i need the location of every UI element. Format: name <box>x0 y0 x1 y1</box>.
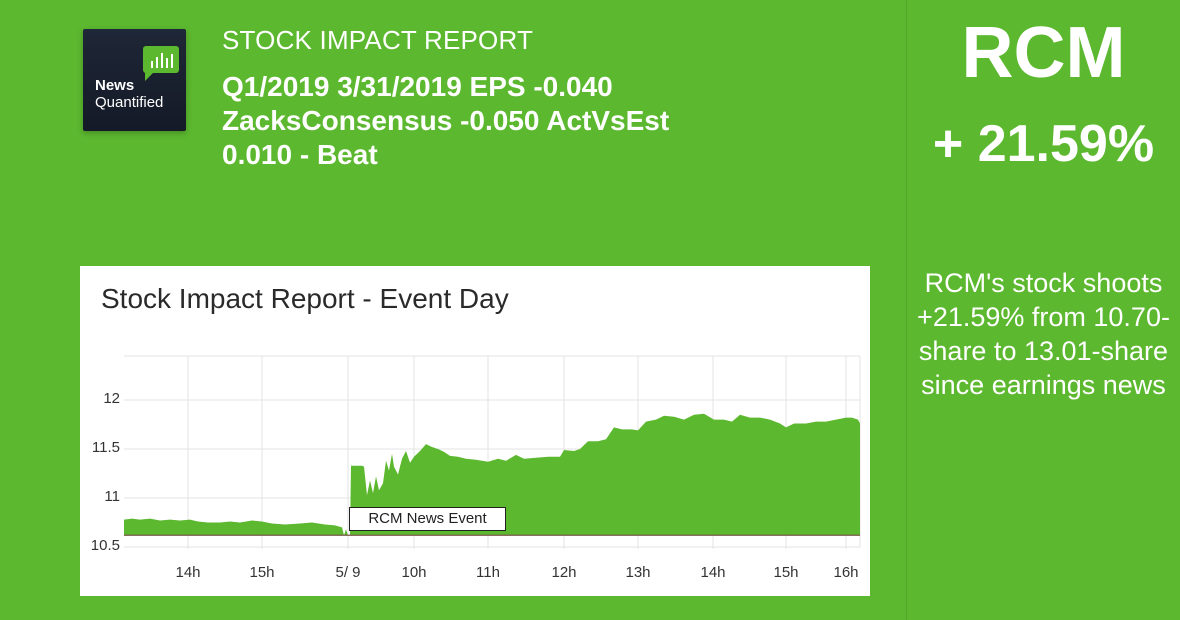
y-tick-label: 12 <box>103 390 120 407</box>
bar-chart-bubble-icon <box>143 46 179 81</box>
x-tick-label: 14h <box>175 564 201 581</box>
x-tick-label: 15h <box>249 564 275 581</box>
price-change: + 21.59% <box>932 115 1155 173</box>
x-tick-label: 16h <box>833 564 859 581</box>
x-tick-label: 12h <box>551 564 577 581</box>
chart-title: Stock Impact Report - Event Day <box>101 283 509 314</box>
x-tick-label: 10h <box>401 564 427 581</box>
news-event-annotation: RCM News Event <box>349 507 506 531</box>
news-quantified-logo: News Quantified <box>83 29 186 131</box>
report-label: STOCK IMPACT REPORT <box>222 25 534 55</box>
impact-summary: RCM's stock shoots +21.59% from 10.70-sh… <box>917 268 1170 400</box>
sidebar-divider <box>906 0 907 620</box>
earnings-headline: Q1/2019 3/31/2019 EPS -0.040 ZacksConsen… <box>222 71 670 170</box>
x-tick-label: 14h <box>700 564 726 581</box>
chart-panel: Stock Impact Report - Event Day 12 11.5 11… <box>80 266 870 596</box>
area-chart <box>124 355 861 549</box>
y-tick-label: 10.5 <box>90 537 120 554</box>
y-tick-label: 11.5 <box>91 439 120 456</box>
logo-text-news: News <box>95 77 135 94</box>
ticker-symbol: RCM <box>961 13 1126 93</box>
y-tick-label: 11 <box>104 488 120 505</box>
x-tick-label: 15h <box>773 564 799 581</box>
logo-text-quantified: Quantified <box>95 94 164 111</box>
x-tick-label: 5/ 9 <box>335 564 361 581</box>
price-area <box>124 413 860 536</box>
x-tick-label: 11h <box>476 564 500 581</box>
x-tick-label: 13h <box>625 564 651 581</box>
